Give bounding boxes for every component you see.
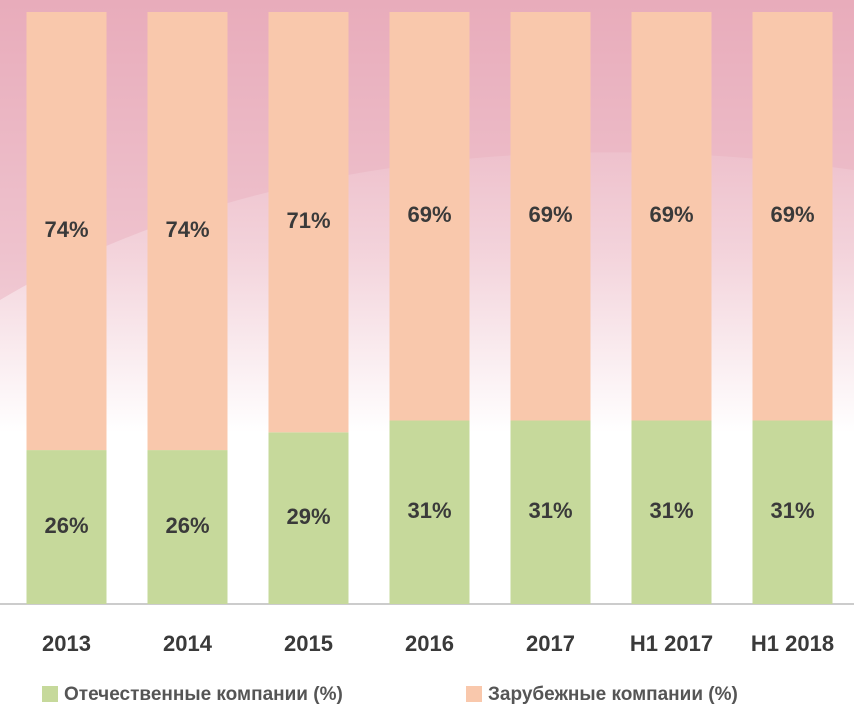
bar-segment (631, 12, 712, 421)
bar-segment (631, 420, 712, 604)
x-tick-label: 2016 (405, 631, 454, 656)
value-label: 26% (44, 513, 88, 538)
value-label: 69% (770, 202, 814, 227)
bar-segment (26, 450, 107, 604)
bar-segment (26, 12, 107, 451)
bar-segment (752, 420, 833, 604)
bar-segment (389, 420, 470, 604)
bar-segment (147, 12, 228, 451)
value-label: 74% (165, 217, 209, 242)
x-tick-label: 2017 (526, 631, 575, 656)
value-label: 31% (770, 498, 814, 523)
plot: 26% 74% 2013 26% 74% 2014 29% 71% 2015 31% 69% 2016… (26, 12, 834, 656)
x-tick-label: 2015 (284, 631, 333, 656)
legend-label: Зарубежные компании (%) (488, 684, 738, 705)
legend-swatch (466, 686, 482, 702)
value-label: 69% (528, 202, 572, 227)
x-tick-label: 2014 (163, 631, 213, 656)
value-label: 31% (649, 498, 693, 523)
value-label: 26% (165, 513, 209, 538)
legend: Отечественные компании (%) Зарубежные ком… (42, 684, 738, 705)
bar-segment (268, 12, 349, 433)
value-label: 69% (649, 202, 693, 227)
bar-segment (268, 432, 349, 604)
x-tick-label: H1 2017 (630, 631, 713, 656)
bar-segment (752, 12, 833, 421)
value-label: 31% (528, 498, 572, 523)
bar-segment (389, 12, 470, 421)
legend-label: Отечественные компании (%) (64, 684, 343, 705)
x-tick-label: H1 2018 (751, 631, 834, 656)
bar-segment (510, 420, 591, 604)
x-tick-label: 2013 (42, 631, 91, 656)
bar-segment (147, 450, 228, 604)
legend-swatch (42, 686, 58, 702)
value-label: 29% (286, 504, 330, 529)
bar-segment (510, 12, 591, 421)
value-label: 69% (407, 202, 451, 227)
value-label: 74% (44, 217, 88, 242)
value-label: 71% (286, 208, 330, 233)
value-label: 31% (407, 498, 451, 523)
